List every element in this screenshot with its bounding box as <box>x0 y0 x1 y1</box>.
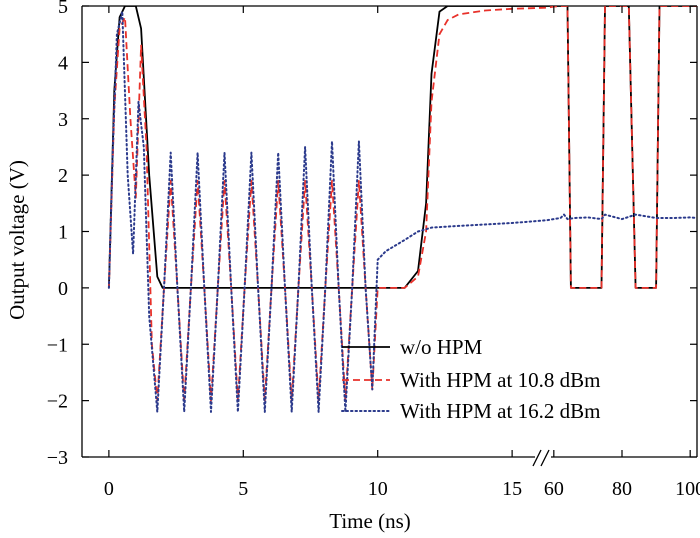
y-tick-label: 5 <box>58 0 68 18</box>
series-layer <box>107 6 697 413</box>
x-tick-label: 60 <box>544 478 564 500</box>
y-axis-title: Output voltage (V) <box>5 160 29 320</box>
axis-break-mark <box>532 449 542 467</box>
series-line-1 <box>108 6 697 289</box>
x-tick-label: 15 <box>502 478 522 500</box>
legend: w/o HPM With HPM at 10.8 dBm With HPM at 1… <box>341 335 600 423</box>
y-tick-label: 2 <box>58 165 68 187</box>
y-tick-label: −2 <box>47 391 68 413</box>
legend-label-2: With HPM at 10.8 dBm <box>400 368 600 392</box>
x-tick-label: 100 <box>675 478 700 500</box>
x-tick-label: 0 <box>104 478 114 500</box>
axis-break-mark <box>540 449 550 467</box>
y-tick-label: −3 <box>47 447 68 469</box>
y-tick-label: 3 <box>58 109 68 131</box>
axis-ticks: −3 −2 −1 0 1 2 3 4 5 0 5 10 15 60 80 100 <box>47 0 700 500</box>
x-tick-label: 80 <box>612 478 632 500</box>
y-tick-label: −1 <box>47 334 68 356</box>
legend-label-3: With HPM at 16.2 dBm <box>400 399 600 423</box>
x-tick-label: 10 <box>368 478 388 500</box>
series-line-3 <box>107 10 697 413</box>
x-axis-title: Time (ns) <box>329 509 411 533</box>
x-tick-label: 5 <box>238 478 248 500</box>
y-tick-label: 4 <box>58 52 68 74</box>
legend-label-1: w/o HPM <box>400 335 483 359</box>
y-tick-label: 0 <box>58 278 68 300</box>
y-tick-label: 1 <box>58 222 68 244</box>
